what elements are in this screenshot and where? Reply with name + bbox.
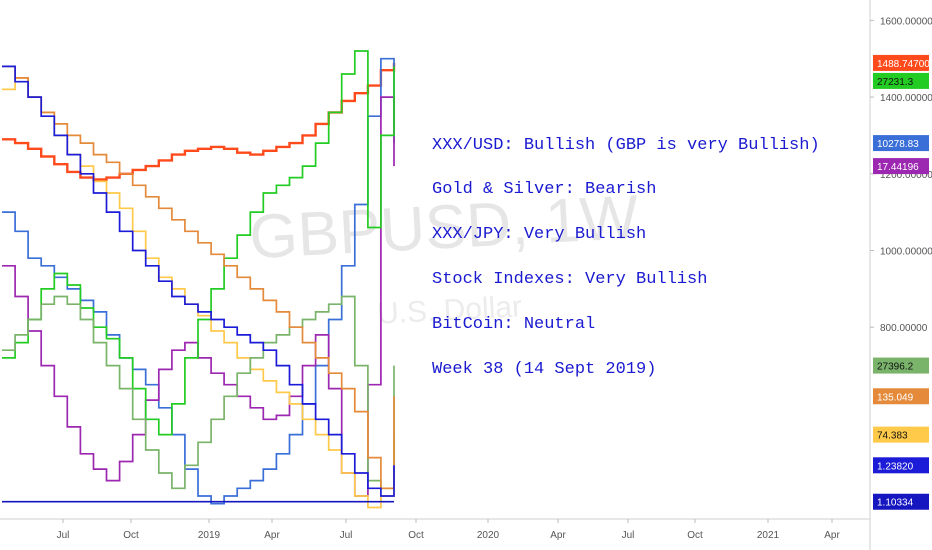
x-tick-label: 2019: [198, 530, 221, 541]
series-line: [2, 50, 395, 436]
x-ticks: Jul Oct 2019 Apr Jul Oct 2020 Apr Jul Oct 2021 Apr: [57, 519, 840, 541]
y-ticks: 1600.00000 1400.00000 1200.00000 1000.00000…: [870, 16, 932, 334]
annotation-line: XXX/JPY: Very Bullish: [432, 225, 646, 244]
y-tick-label: 1200.00000: [880, 170, 932, 181]
price-label-box: [873, 54, 929, 71]
price-label-box: [873, 135, 929, 152]
annotations: XXX/USD: Bullish (GBP is very Bullish) G…: [432, 136, 820, 379]
price-label-box: [873, 426, 929, 443]
y-tick-label: 1000.00000: [880, 246, 932, 257]
watermark-subtitle: U.S. Dollar: [376, 290, 523, 331]
x-tick-label: Oct: [123, 530, 139, 541]
axes: [0, 0, 871, 550]
annotation-line: Week 38 (14 Sept 2019): [432, 360, 656, 379]
price-label-box: [873, 457, 929, 474]
price-label-text: 1488.74700: [877, 59, 930, 70]
price-label-text: 74.383: [877, 431, 908, 442]
price-label-box: [873, 357, 929, 374]
x-tick-label: Jul: [57, 530, 70, 541]
watermark: GBPUSD, 1W U.S. Dollar: [248, 183, 641, 331]
x-tick-label: Jul: [340, 530, 353, 541]
price-label-box: [873, 388, 929, 405]
annotation-line: Stock Indexes: Very Bullish: [432, 270, 707, 289]
series-group: [2, 50, 396, 509]
price-label-box: [873, 72, 929, 89]
y-tick-label: 1600.00000: [880, 16, 932, 27]
price-label-text: 17.44196: [877, 162, 919, 173]
annotation-line: XXX/USD: Bullish (GBP is very Bullish): [432, 136, 820, 155]
series-line: [2, 62, 396, 181]
y-tick-label: 800.00000: [880, 323, 928, 334]
series-line: [2, 295, 395, 490]
x-tick-label: Oct: [687, 530, 703, 541]
price-label-text: 1.10334: [877, 498, 914, 509]
price-label-text: 27396.2: [877, 362, 914, 373]
price-label-text: 135.049: [877, 392, 914, 403]
price-label-text: 27231.3: [877, 77, 914, 88]
price-labels: 1488.74700 27231.3 10278.83 17.44196 27396.2…: [873, 54, 930, 510]
x-tick-label: Oct: [408, 530, 424, 541]
x-tick-label: 2020: [477, 530, 500, 541]
x-tick-label: Apr: [550, 530, 566, 541]
annotation-line: Gold & Silver: Bearish: [432, 180, 656, 199]
series-line: [2, 65, 395, 497]
price-label-box: [873, 493, 929, 510]
price-label-text: 10278.83: [877, 139, 919, 150]
y-tick-label: 1400.00000: [880, 93, 932, 104]
price-label-text: 1.23820: [877, 461, 914, 472]
x-tick-label: Jul: [622, 530, 635, 541]
x-tick-label: Apr: [824, 530, 840, 541]
x-tick-label: Apr: [264, 530, 280, 541]
annotation-line: BitCoin: Neutral: [432, 315, 595, 334]
price-label-box: [873, 158, 929, 175]
series-line: [2, 57, 395, 505]
x-tick-label: 2021: [757, 530, 780, 541]
